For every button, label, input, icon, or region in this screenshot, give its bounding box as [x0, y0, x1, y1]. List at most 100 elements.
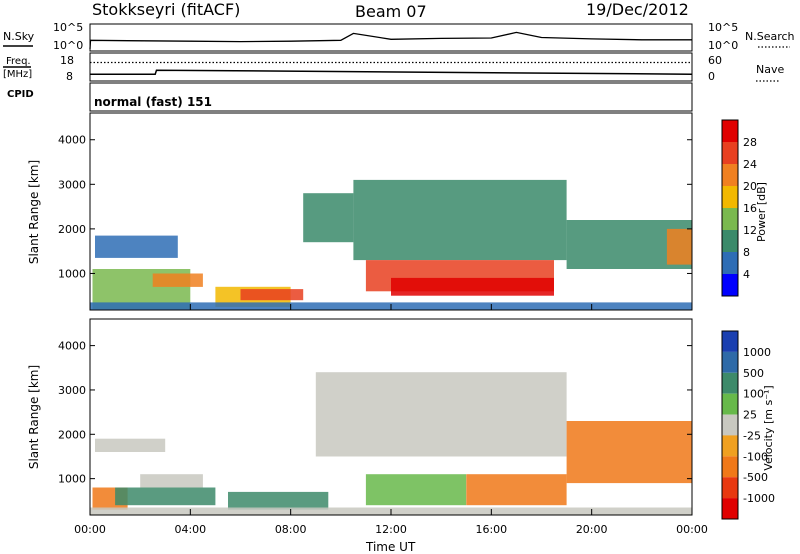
velocity-cbar-band-0: [722, 331, 738, 352]
power-panel: Slant Range [km] 4000 3000 2000 1000 28 24 20…: [27, 112, 768, 311]
heatmap-region-0: [95, 438, 166, 452]
power-cbar-tick-3: 16: [743, 202, 757, 215]
heatmap-region-10: [666, 228, 692, 265]
velocity-ylabel: Slant Range [km]: [27, 365, 41, 469]
xtick-label-4: 16:00: [475, 523, 507, 536]
xtick-label-2: 08:00: [275, 523, 307, 536]
velocity-colorbar: 1000 500 100 25 -25 -100 -500 -1000: [721, 330, 775, 520]
velocity-cbar-tick-3: 25: [743, 409, 757, 422]
nsky-trace: [89, 31, 692, 50]
velocity-cbar-tick-5: -100: [743, 450, 768, 463]
velocity-panel: Slant Range [km] 4000 3000 2000 1000 1000 50…: [27, 318, 775, 520]
heatmap-region-5: [303, 193, 354, 243]
power-cbar-band-6: [722, 142, 738, 164]
heatmap-region-2: [152, 273, 203, 287]
power-cbar-band-2: [722, 230, 738, 252]
velocity-colorbar-label: Velocity [m s⁻¹]: [762, 385, 775, 470]
power-cbar-tick-0: 28: [743, 136, 757, 149]
velocity-cbar-band-8: [722, 498, 738, 519]
heatmap-region-4: [228, 491, 329, 510]
freq-tick-bottom: 8: [66, 70, 73, 83]
power-cbar-band-0: [722, 274, 738, 296]
velocity-ytick-label-3: 1000: [58, 473, 86, 486]
freq-label-line1: Freq.: [6, 56, 31, 67]
heatmap-region-0: [95, 235, 178, 258]
power-colorbar-label: Power [dB]: [755, 182, 768, 242]
velocity-ytick-label-1: 3000: [58, 384, 86, 397]
nave-tick-bottom: 0: [708, 70, 715, 83]
power-cbar-tick-4: 12: [743, 224, 757, 237]
xtick-label-6: 00:00: [676, 523, 708, 536]
velocity-cbar-band-6: [722, 456, 738, 478]
nsky-label: N.Sky: [3, 30, 35, 43]
velocity-cbar-band-3: [722, 393, 738, 415]
velocity-heatmap: [90, 372, 692, 515]
velocity-cbar-band-2: [722, 372, 738, 394]
velocity-cbar-tick-1: 500: [743, 367, 764, 380]
freq-line: [90, 69, 693, 75]
x-axis-label: Time UT: [365, 540, 416, 554]
power-cbar-tick-6: 4: [743, 268, 750, 281]
power-yticks: 4000 3000 2000 1000: [58, 134, 692, 280]
cpid-label: CPID: [7, 89, 34, 100]
power-ytick-label-0: 4000: [58, 134, 86, 147]
xtick-label-0: 00:00: [74, 523, 106, 536]
velocity-cbar-tick-7: -1000: [743, 492, 775, 505]
power-cbar-tick-5: 8: [743, 246, 750, 259]
power-cbar-tick-1: 24: [743, 158, 757, 171]
heatmap-region-8: [391, 277, 554, 296]
velocity-cbar-band-4: [722, 414, 738, 436]
power-cbar-band-3: [722, 208, 738, 230]
xtick-label-3: 12:00: [375, 523, 407, 536]
xtick-label-1: 04:00: [174, 523, 206, 536]
heatmap-region-8: [566, 421, 692, 484]
velocity-ytick-label-2: 2000: [58, 428, 86, 441]
station-title: Stokkseyri (fitACF): [92, 0, 240, 19]
heatmap-region-3: [140, 474, 203, 488]
velocity-cbar-tick-2: 100: [743, 388, 764, 401]
freq-panel: Freq. [MHz] 18 8 60 0 Nave: [3, 52, 784, 83]
power-cbar-band-1: [722, 252, 738, 274]
heatmap-region-2: [115, 487, 216, 506]
velocity-cbar-frame: [721, 330, 739, 520]
nave-tick-top: 60: [708, 54, 722, 67]
velocity-cbar-band-5: [722, 435, 738, 457]
xtick-label-5: 20:00: [576, 523, 608, 536]
heatmap-region-5: [315, 372, 567, 457]
power-cbar-tick-2: 20: [743, 180, 757, 193]
power-ytick-label-3: 1000: [58, 267, 86, 280]
date-title: 19/Dec/2012: [586, 0, 689, 19]
nsky-line: [89, 31, 692, 50]
velocity-cbar-tick-6: -500: [743, 471, 768, 484]
power-cbar-frame: [721, 119, 739, 297]
velocity-ytick-label-0: 4000: [58, 340, 86, 353]
freq-trace: [90, 61, 693, 75]
power-heatmap: [90, 179, 692, 310]
velocity-cbar-band-1: [722, 351, 738, 373]
x-axis-ticks: 00:00 04:00 08:00 12:00 16:00 20:00 00:00: [74, 304, 708, 536]
nsky-tick-bottom: 10^0: [53, 39, 83, 52]
freq-label-line2: [MHz]: [3, 69, 32, 80]
velocity-cbar-tick-4: -25: [743, 429, 761, 442]
freq-tick-top: 18: [60, 54, 74, 67]
nsearch-tick-top: 10^5: [708, 21, 738, 34]
power-cbar-band-4: [722, 186, 738, 208]
power-ylabel: Slant Range [km]: [27, 160, 41, 264]
power-cbar-band-5: [722, 164, 738, 186]
nsky-tick-top: 10^5: [53, 21, 83, 34]
nsky-panel: N.Sky 10^5 10^0 10^5 10^0 N.Search: [3, 21, 795, 52]
power-colorbar: 28 24 20 16 12 8 4: [721, 119, 757, 297]
velocity-cbar-band-7: [722, 477, 738, 499]
heatmap-region-6: [353, 179, 567, 261]
heatmap-region-7: [466, 474, 567, 506]
heatmap-region-4: [240, 289, 304, 301]
velocity-yticks: 4000 3000 2000 1000: [58, 340, 692, 486]
beam-title: Beam 07: [355, 2, 427, 21]
power-cbar-band-7: [722, 120, 738, 142]
cpid-panel: CPID normal (fast) 151: [7, 82, 693, 112]
nave-label: Nave: [756, 63, 784, 76]
velocity-cbar-tick-0: 1000: [743, 346, 771, 359]
power-ytick-label-2: 2000: [58, 223, 86, 236]
cpid-text: normal (fast) 151: [94, 95, 212, 109]
